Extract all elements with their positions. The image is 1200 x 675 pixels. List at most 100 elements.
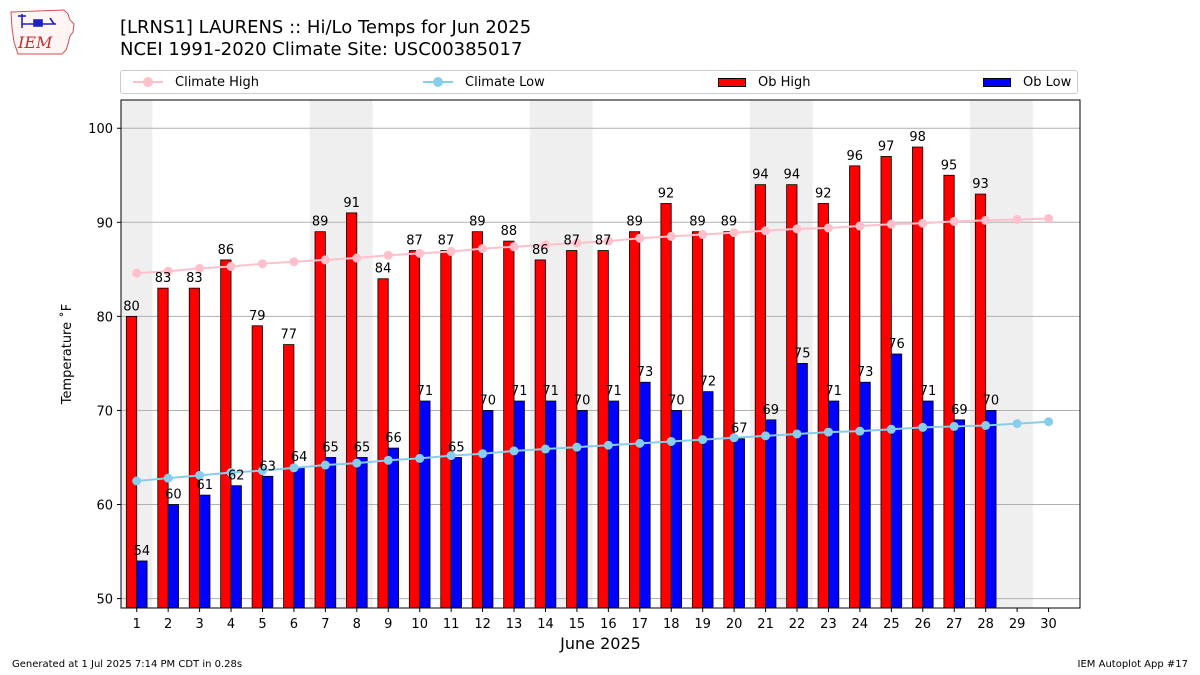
ob-high-bar	[471, 231, 483, 609]
ob-high-value-label: 93	[972, 177, 989, 192]
legend-item-climate-low: Climate Low	[423, 71, 545, 93]
climate-high-point	[509, 242, 519, 252]
ob-low-bar	[199, 494, 211, 609]
ob-high-value-label: 83	[186, 271, 203, 286]
x-tick-label: 3	[195, 617, 203, 632]
climate-high-point	[666, 231, 676, 241]
ob-high-value-label: 89	[312, 215, 329, 230]
climate-low-point	[478, 449, 488, 459]
ob-low-value-label: 69	[951, 403, 968, 418]
ob-low-bar	[576, 410, 588, 609]
x-tick-label: 13	[506, 617, 523, 632]
ob-high-value-label: 96	[846, 149, 863, 164]
climate-high-point	[446, 246, 456, 256]
ob-high-bar	[346, 212, 358, 609]
ob-low-bar	[450, 457, 462, 609]
climate-low-point	[352, 458, 362, 468]
ob-high-bar	[283, 344, 295, 609]
ob-high-value-label: 91	[343, 196, 360, 211]
ob-high-value-label: 87	[406, 234, 423, 249]
climate-high-point	[635, 233, 645, 243]
climate-low-point	[226, 468, 236, 478]
y-tick-label: 80	[96, 310, 113, 325]
climate-high-point	[918, 218, 928, 228]
climate-low-point	[666, 436, 676, 446]
ob-high-value-label: 94	[784, 168, 801, 183]
y-tick-label: 100	[88, 122, 113, 137]
logo-text: IEM	[17, 33, 53, 52]
climate-low-point	[886, 424, 896, 434]
x-tick-label: 15	[569, 617, 586, 632]
ob-low-bar	[985, 410, 997, 609]
climate-low-line	[136, 420, 1049, 482]
x-tick-label: 28	[977, 617, 994, 632]
climate-high-point	[320, 255, 330, 265]
ob-high-bar	[849, 165, 861, 609]
climate-low-point	[792, 429, 802, 439]
climate-high-point	[949, 216, 959, 226]
climate-high-point	[478, 244, 488, 254]
x-tick-label: 19	[694, 617, 711, 632]
ob-low-value-label: 62	[228, 469, 245, 484]
ob-low-value-label: 70	[983, 393, 1000, 408]
ob-low-bar	[167, 504, 179, 609]
climate-high-point	[352, 253, 362, 263]
ob-low-bar	[262, 475, 274, 609]
ob-high-bar	[912, 146, 924, 609]
x-tick-label: 20	[726, 617, 743, 632]
ob-low-value-label: 73	[637, 365, 654, 380]
climate-low-point	[698, 435, 708, 445]
ob-low-value-label: 71	[511, 384, 528, 399]
ob-low-bar	[953, 419, 966, 609]
climate-high-point	[195, 263, 205, 273]
climate-high-point	[792, 224, 802, 234]
ob-low-bar	[513, 400, 525, 609]
ob-low-value-label: 76	[888, 337, 905, 352]
ob-high-bar	[125, 315, 138, 609]
climate-low-point	[918, 422, 928, 432]
ob-high-value-label: 80	[123, 299, 140, 314]
ob-low-value-label: 69	[762, 403, 779, 418]
x-tick-label: 21	[757, 617, 774, 632]
ob-low-value-label: 71	[605, 384, 622, 399]
ob-low-bar	[922, 400, 934, 609]
climate-high-point	[729, 228, 739, 238]
x-tick-label: 5	[258, 617, 266, 632]
ob-low-bar	[702, 391, 714, 609]
ob-low-value-label: 67	[731, 422, 748, 437]
climate-low-point	[761, 431, 771, 441]
x-tick-label: 26	[915, 617, 932, 632]
climate-high-point	[1012, 214, 1022, 224]
ob-high-value-label: 89	[689, 215, 706, 230]
ob-high-value-label: 97	[878, 139, 895, 154]
climate-low-point	[446, 451, 456, 461]
climate-low-point	[320, 460, 330, 470]
ob-low-bar	[890, 353, 903, 609]
climate-low-point	[603, 440, 613, 450]
ob-low-value-label: 70	[574, 393, 591, 408]
legend-label-climate-low: Climate Low	[465, 74, 545, 90]
climate-low-point	[729, 433, 739, 443]
climate-high-point	[289, 257, 299, 267]
ob-high-value-label: 87	[438, 234, 455, 249]
ob-low-bar	[765, 419, 777, 609]
ob-high-value-label: 98	[909, 130, 926, 145]
x-tick-label: 11	[443, 617, 460, 632]
climate-low-point	[383, 455, 393, 465]
ob-low-bar	[419, 400, 431, 609]
ob-high-bar	[754, 184, 766, 609]
climate-low-point	[195, 470, 205, 480]
ob-high-value-label: 83	[155, 271, 172, 286]
chart-legend: Climate High Climate Low Ob High Ob Low	[120, 70, 1078, 94]
climate-low-point	[540, 444, 550, 454]
climate-high-line-swatch	[133, 77, 163, 87]
x-tick-label: 1	[133, 617, 141, 632]
climate-high-point	[823, 223, 833, 233]
ob-low-bar	[356, 457, 368, 609]
climate-low-point	[572, 442, 582, 452]
x-tick-label: 14	[537, 617, 554, 632]
ob-high-value-label: 77	[280, 328, 297, 343]
ob-high-bar	[188, 287, 201, 609]
climate-low-point	[289, 463, 299, 473]
ob-high-swatch	[718, 77, 746, 87]
